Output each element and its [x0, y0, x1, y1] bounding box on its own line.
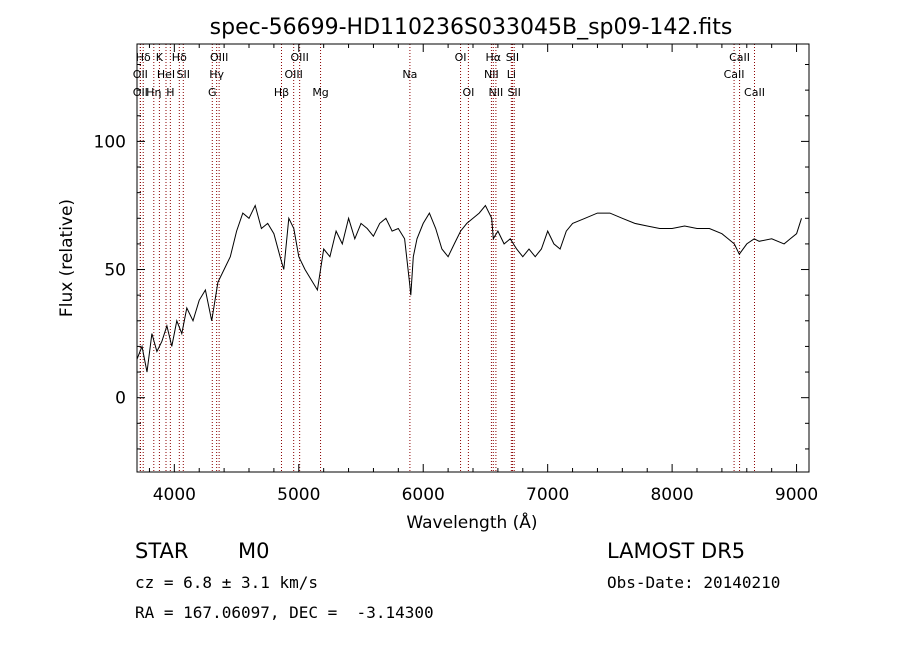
line-marker-label: HeI — [157, 68, 175, 81]
line-marker-label: Na — [402, 68, 417, 81]
line-marker-label: SII — [506, 51, 519, 64]
x-tick-label: 5000 — [277, 485, 320, 505]
line-markers — [139, 44, 755, 472]
line-marker-label: SII — [177, 68, 190, 81]
object-subclass: M0 — [238, 539, 270, 563]
line-marker-label: NII — [484, 68, 499, 81]
chart-title: spec-56699-HD110236S033045B_sp09-142.fit… — [210, 15, 733, 40]
line-marker-label: OIII — [284, 68, 302, 81]
line-marker-label: CaII — [724, 68, 745, 81]
x-axis-ticks: 4000 5000 6000 7000 8000 9000 — [148, 44, 818, 505]
line-marker-label: OIII — [210, 51, 228, 64]
redshift-velocity: cz = 6.8 ± 3.1 km/s — [135, 573, 319, 592]
x-tick-label: 8000 — [650, 485, 693, 505]
y-axis-ticks: 0 50 100 — [94, 64, 809, 450]
plot-frame — [136, 43, 810, 473]
line-marker-label: Hα — [486, 51, 502, 64]
line-marker-label: Hδ — [172, 51, 187, 64]
survey-label: LAMOST DR5 — [607, 539, 746, 563]
line-marker-label: OI — [455, 51, 467, 64]
line-marker-label: NII — [489, 86, 504, 99]
line-marker-label: OIII — [290, 51, 308, 64]
line-marker-label: Hδ — [136, 51, 151, 64]
spectrum-line — [136, 204, 802, 373]
x-tick-label: 6000 — [402, 485, 445, 505]
line-marker-label: OII — [133, 68, 148, 81]
line-marker-label: Mg — [312, 86, 328, 99]
x-tick-label: 9000 — [775, 485, 818, 505]
observation-date: Obs-Date: 20140210 — [607, 573, 781, 592]
line-marker-label: Hη — [146, 86, 161, 99]
ra-dec-coordinates: RA = 167.06097, DEC = -3.14300 — [135, 603, 434, 622]
x-axis-label: Wavelength (Å) — [406, 511, 537, 533]
line-marker-label: G — [208, 86, 217, 99]
spectrum-series — [136, 204, 802, 373]
line-marker-label: K — [156, 51, 164, 64]
y-axis-label: Flux (relative) — [57, 199, 77, 317]
line-marker-label: CaII — [744, 86, 765, 99]
x-tick-label: 7000 — [526, 485, 569, 505]
line-marker-label: Hβ — [274, 86, 289, 99]
line-marker-label: OI — [462, 86, 474, 99]
y-tick-label: 0 — [115, 389, 126, 409]
object-class: STAR — [135, 539, 189, 563]
line-marker-label: CaII — [729, 51, 750, 64]
y-tick-label: 100 — [94, 132, 126, 152]
line-marker-label: SII — [507, 86, 520, 99]
y-tick-label: 50 — [104, 261, 126, 281]
line-marker-label: Li — [507, 68, 516, 81]
x-tick-label: 4000 — [153, 485, 196, 505]
line-marker-label: H — [166, 86, 174, 99]
line-marker-label: Hγ — [209, 68, 224, 81]
